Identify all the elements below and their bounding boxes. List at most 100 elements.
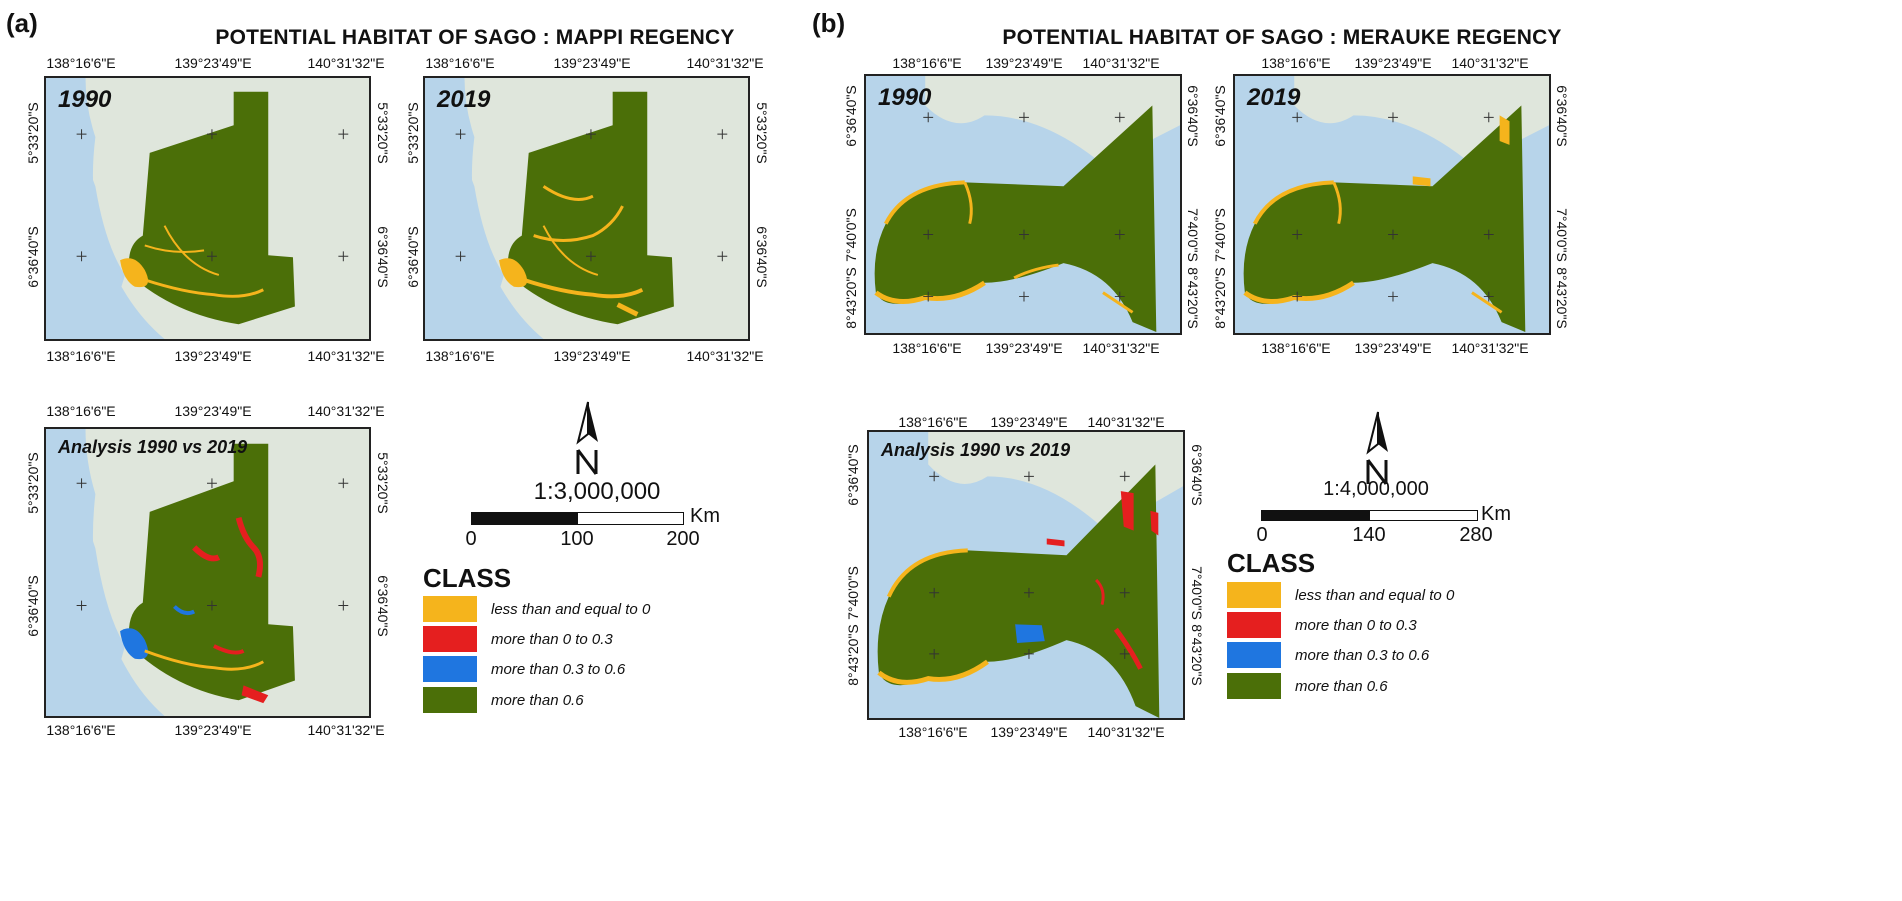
lat-tick: 6°36'40"S: [1185, 85, 1201, 147]
scale-bar-segment: [1369, 510, 1478, 521]
legend-swatch: [1227, 673, 1281, 699]
lat-tick: 7°40'0"S: [843, 208, 859, 262]
legend-label: more than 0.6: [491, 691, 584, 709]
lat-tick: 7°40'0"S: [845, 566, 861, 620]
lon-tick: 140°31'32"E: [1082, 340, 1160, 356]
lon-tick: 140°31'32"E: [307, 348, 385, 364]
lat-tick: 7°40'0"S: [1554, 208, 1570, 262]
lon-tick: 139°23'49"E: [985, 340, 1063, 356]
lon-tick: 139°23'49"E: [1354, 340, 1432, 356]
scale-unit: Km: [1481, 503, 1511, 525]
lat-tick: 5°33'20"S: [375, 452, 391, 514]
map-year-label: 2019: [437, 86, 491, 113]
legend-swatch: [423, 656, 477, 682]
legend-swatch: [1227, 582, 1281, 608]
lat-tick: 8°43'20"S: [843, 267, 859, 329]
lon-tick: 139°23'49"E: [174, 403, 252, 419]
lon-tick: 138°16'6"E: [892, 55, 962, 71]
legend-label: less than and equal to 0: [491, 600, 651, 618]
map-analysis-label: Analysis 1990 vs 2019: [58, 437, 248, 457]
lon-tick: 140°31'32"E: [1087, 724, 1165, 740]
legend-label: less than and equal to 0: [1295, 586, 1455, 604]
legend-swatch: [423, 687, 477, 713]
lat-tick: 5°33'20"S: [405, 102, 421, 164]
legend-label: more than 0 to 0.3: [1295, 616, 1417, 634]
scale-number: 100: [560, 528, 594, 550]
legend-label: more than 0.6: [1295, 677, 1388, 695]
lat-tick: 8°43'20"S: [845, 624, 861, 686]
lat-tick: 6°36'40"S: [405, 226, 421, 288]
lon-tick: 139°23'49"E: [553, 55, 631, 71]
map-analysis-label: Analysis 1990 vs 2019: [881, 440, 1071, 460]
lat-tick: 5°33'20"S: [375, 102, 391, 164]
lon-tick: 140°31'32"E: [307, 722, 385, 738]
map-mappi-analysis: Analysis 1990 vs 2019: [44, 427, 371, 718]
lon-tick: 138°16'6"E: [898, 724, 968, 740]
legend-swatch: [423, 596, 477, 622]
lon-tick: 138°16'6"E: [425, 55, 495, 71]
north-arrow-icon: [1358, 410, 1398, 495]
legend-title: CLASS: [423, 563, 512, 593]
lat-tick: 6°36'40"S: [1212, 85, 1228, 147]
lon-tick: 138°16'6"E: [892, 340, 962, 356]
lat-tick: 6°36'40"S: [25, 226, 41, 288]
lon-tick: 140°31'32"E: [307, 55, 385, 71]
lon-tick: 138°16'6"E: [46, 403, 116, 419]
lon-tick: 139°23'49"E: [1354, 55, 1432, 71]
scale-unit: Km: [690, 505, 720, 527]
lat-tick: 6°36'40"S: [1554, 85, 1570, 147]
lon-tick: 138°16'6"E: [425, 348, 495, 364]
lon-tick: 139°23'49"E: [985, 55, 1063, 71]
legend-swatch: [423, 626, 477, 652]
lon-tick: 140°31'32"E: [1451, 55, 1529, 71]
legend-title: CLASS: [1227, 548, 1316, 578]
panel-b-letter: (b): [812, 8, 846, 38]
lat-tick: 8°43'20"S: [1554, 267, 1570, 329]
lon-tick: 138°16'6"E: [46, 55, 116, 71]
lon-tick: 139°23'49"E: [174, 348, 252, 364]
lon-tick: 138°16'6"E: [1261, 55, 1331, 71]
legend-item: more than 0 to 0.3: [423, 626, 613, 652]
lat-tick: 6°36'40"S: [754, 226, 770, 288]
lon-tick: 138°16'6"E: [1261, 340, 1331, 356]
lat-tick: 6°36'40"S: [25, 575, 41, 637]
lat-tick: 5°33'20"S: [25, 452, 41, 514]
lat-tick: 7°40'0"S: [1212, 208, 1228, 262]
lat-tick: 7°40'0"S: [1185, 208, 1201, 262]
legend-item: more than 0 to 0.3: [1227, 612, 1417, 638]
map-year-label: 1990: [878, 84, 932, 111]
lon-tick: 139°23'49"E: [174, 722, 252, 738]
legend-label: more than 0.3 to 0.6: [1295, 646, 1430, 664]
scale-number: 0: [1256, 524, 1268, 546]
scale-number: 0: [465, 528, 477, 550]
map-mappi-2019: 2019: [423, 76, 750, 341]
scale-ratio: 1:3,000,000: [533, 478, 661, 505]
legend-label: more than 0 to 0.3: [491, 630, 613, 648]
scale-number: 200: [666, 528, 700, 550]
lon-tick: 140°31'32"E: [1087, 414, 1165, 430]
scale-number: 280: [1459, 524, 1493, 546]
panel-b-title: POTENTIAL HABITAT OF SAGO : MERAUKE REGE…: [1002, 26, 1562, 49]
lon-tick: 138°16'6"E: [898, 414, 968, 430]
lat-tick: 8°43'20"S: [1189, 624, 1205, 686]
legend-item: more than 0.3 to 0.6: [423, 656, 625, 682]
lat-tick: 8°43'20"S: [1185, 267, 1201, 329]
panel-a-letter: (a): [6, 8, 38, 38]
lat-tick: 5°33'20"S: [754, 102, 770, 164]
map-mappi-1990: 1990: [44, 76, 371, 341]
legend-item: more than 0.6: [1227, 673, 1388, 699]
map-year-label: 1990: [58, 86, 112, 113]
lon-tick: 139°23'49"E: [990, 414, 1068, 430]
lat-tick: 6°36'40"S: [375, 226, 391, 288]
lon-tick: 140°31'32"E: [686, 55, 764, 71]
legend-item: more than 0.3 to 0.6: [1227, 642, 1429, 668]
lat-tick: 6°36'40"S: [375, 575, 391, 637]
lon-tick: 139°23'49"E: [174, 55, 252, 71]
map-merauke-2019: 2019: [1233, 74, 1551, 335]
lon-tick: 139°23'49"E: [553, 348, 631, 364]
scale-bar-segment: [471, 512, 579, 525]
map-year-label: 2019: [1247, 84, 1301, 111]
lon-tick: 140°31'32"E: [1451, 340, 1529, 356]
legend-swatch: [1227, 612, 1281, 638]
lon-tick: 138°16'6"E: [46, 722, 116, 738]
